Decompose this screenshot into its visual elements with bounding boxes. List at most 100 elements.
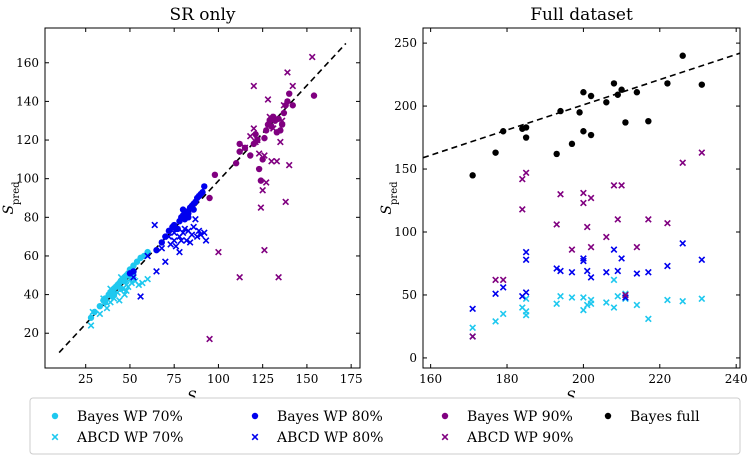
point-bayes-wp-80 (185, 210, 192, 217)
point-abcd-wp-90 (257, 204, 265, 212)
point-bayes-full (557, 107, 564, 115)
point-abcd-wp-90 (278, 117, 286, 125)
point-abcd-wp-90 (289, 82, 297, 90)
chart-panel-1: 25 50 75 100 125 150 175 20 40 60 80 100 120 140 160 SR… (1, 5, 363, 410)
legend-marker-abcd-wp-90 (441, 433, 449, 441)
x-tick-label: 50 (122, 372, 137, 386)
point-abcd-wp-80 (177, 237, 185, 244)
point-bayes-full (568, 140, 576, 148)
point-abcd-wp-90 (264, 96, 272, 103)
point-abcd-wp-80 (664, 262, 671, 270)
legend-marker-abcd-wp-70 (51, 433, 59, 441)
point-abcd-wp-80 (618, 255, 625, 262)
point-abcd-wp-80 (622, 294, 629, 301)
point-abcd-wp-80 (553, 265, 561, 272)
point-abcd-wp-90 (255, 150, 263, 157)
x-tick-label: 150 (295, 372, 318, 386)
point-abcd-wp-80 (153, 268, 160, 275)
x-tick-label: 125 (251, 372, 274, 386)
point-abcd-wp-70 (644, 315, 652, 323)
point-abcd-wp-90 (282, 198, 290, 206)
point-abcd-wp-80 (522, 289, 530, 296)
point-abcd-wp-80 (170, 229, 178, 237)
legend-marker-bayes-wp-70 (51, 412, 59, 420)
point-abcd-wp-80 (644, 268, 652, 276)
y-tick-label: 100 (394, 225, 417, 239)
point-abcd-wp-70 (610, 304, 618, 311)
x-tick-label: 180 (496, 372, 519, 386)
legend-marker-abcd-wp-80 (251, 433, 259, 441)
x-tick-label: 100 (207, 372, 230, 386)
point-abcd-wp-90 (259, 186, 267, 194)
plot-area (423, 52, 740, 340)
point-abcd-wp-90 (557, 190, 564, 198)
point-abcd-wp-70 (492, 318, 499, 325)
point-bayes-full (500, 128, 507, 135)
point-abcd-wp-80 (181, 225, 189, 233)
point-abcd-wp-80 (587, 273, 595, 281)
point-abcd-wp-90 (583, 223, 591, 231)
point-abcd-wp-80 (158, 244, 166, 252)
x-tick-label: 160 (419, 372, 442, 386)
point-abcd-wp-70 (698, 295, 706, 303)
point-bayes-wp-90 (255, 165, 263, 173)
point-bayes-wp-90 (211, 171, 219, 179)
legend-marker-bayes-wp-80 (251, 412, 259, 420)
chart-panel-2: 160 180 200 220 240 0 50 100 150 200 250 Full datas… (379, 5, 747, 410)
point-abcd-wp-90 (568, 246, 576, 253)
point-abcd-wp-90 (580, 199, 587, 207)
point-abcd-wp-70 (587, 296, 595, 304)
point-bayes-full (522, 134, 530, 141)
point-abcd-wp-80 (183, 237, 190, 244)
point-abcd-wp-90 (275, 273, 282, 281)
legend-label-abcd-wp-90: ABCD WP 90% (466, 430, 573, 446)
chart-title: Full dataset (530, 5, 633, 25)
point-abcd-wp-80 (610, 246, 618, 253)
point-abcd-wp-70 (121, 291, 129, 298)
point-abcd-wp-80 (179, 229, 187, 237)
y-tick-label: 160 (16, 56, 39, 70)
legend-label-bayes-full: Bayes full (630, 409, 700, 425)
point-abcd-wp-70 (633, 301, 641, 309)
point-abcd-wp-80 (186, 239, 194, 246)
legend: Bayes WP 70% Bayes WP 80% Bayes WP 90% Baye… (29, 397, 741, 455)
point-abcd-wp-90 (215, 248, 222, 256)
point-abcd-wp-70 (114, 289, 121, 297)
point-abcd-wp-70 (553, 300, 561, 308)
point-abcd-wp-70 (144, 275, 152, 283)
point-abcd-wp-90 (269, 125, 277, 132)
point-abcd-wp-70 (96, 310, 104, 318)
point-bayes-wp-90 (206, 194, 213, 202)
y-tick-label: 200 (394, 99, 417, 113)
point-bayes-wp-80 (199, 189, 206, 196)
point-abcd-wp-90 (236, 273, 244, 281)
point-abcd-wp-70 (469, 324, 477, 332)
point-abcd-wp-70 (87, 322, 95, 329)
point-bayes-wp-90 (252, 131, 259, 138)
point-abcd-wp-80 (580, 255, 587, 262)
point-abcd-wp-90 (241, 144, 249, 152)
point-abcd-wp-80 (633, 270, 641, 277)
point-bayes-wp-90 (263, 127, 270, 134)
point-abcd-wp-80 (568, 268, 576, 276)
plot-frame (44, 27, 361, 369)
point-bayes-full (618, 86, 625, 93)
y-tick-label: 60 (24, 249, 39, 263)
point-abcd-wp-80 (557, 267, 564, 275)
point-abcd-wp-70 (499, 310, 507, 318)
point-bayes-full (622, 119, 629, 126)
point-bayes-wp-90 (275, 115, 282, 122)
point-bayes-wp-80 (190, 200, 197, 207)
point-abcd-wp-80 (193, 233, 201, 241)
point-bayes-full (580, 128, 587, 135)
point-abcd-wp-80 (679, 239, 687, 247)
point-abcd-wp-70 (602, 299, 610, 306)
point-bayes-wp-80 (130, 268, 137, 275)
point-bayes-full (469, 172, 476, 179)
reference-line (423, 52, 740, 159)
point-abcd-wp-70 (135, 281, 143, 289)
point-bayes-wp-90 (247, 152, 254, 159)
point-bayes-full (492, 149, 499, 156)
point-bayes-full (522, 124, 530, 131)
point-bayes-full (610, 80, 618, 87)
